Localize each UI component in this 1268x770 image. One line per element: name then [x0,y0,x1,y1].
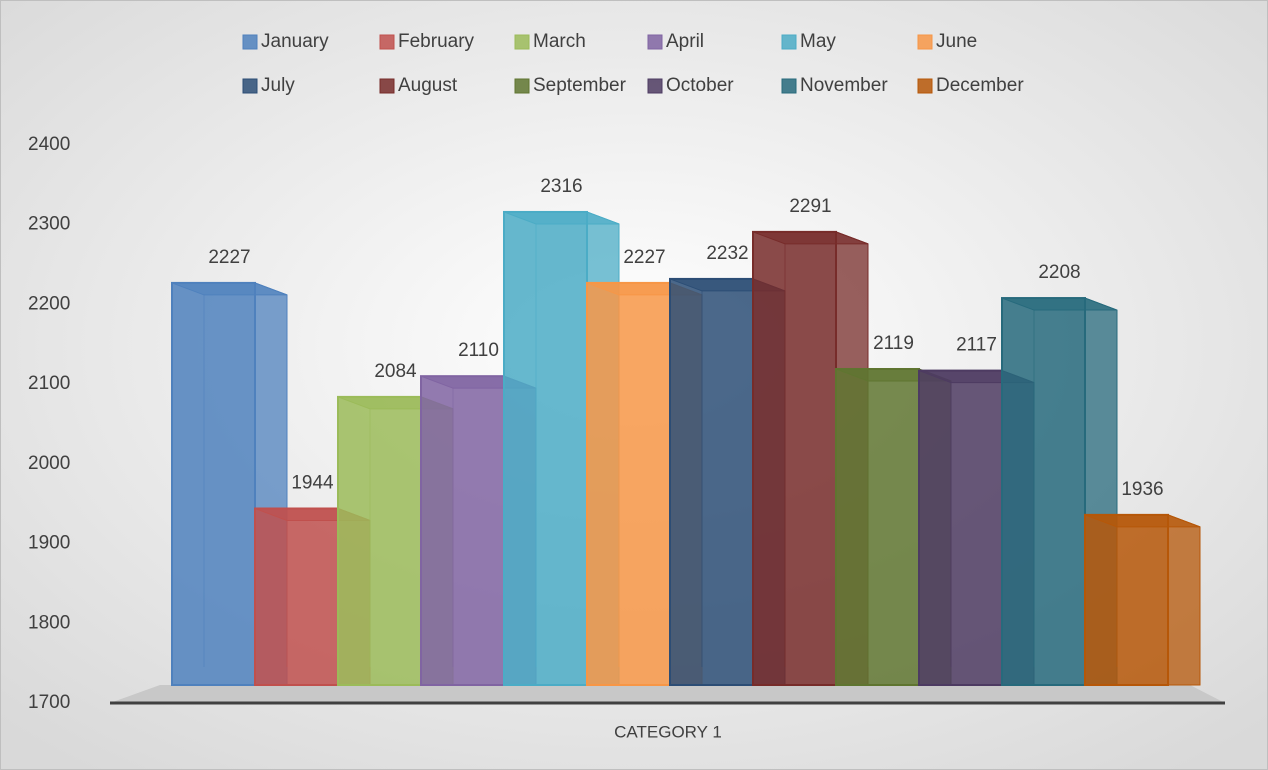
legend-swatch [917,78,933,94]
data-label: 2117 [956,335,997,356]
legend-label: March [533,31,586,52]
data-label: 2110 [458,340,499,361]
legend-label: July [261,75,295,96]
y-tick-label: 2200 [28,293,70,314]
legend-swatch [781,78,797,94]
bar [337,395,422,686]
legend-label: August [398,75,458,96]
legend-swatch [514,34,530,50]
legend-label: September [533,75,627,96]
legend-swatch [647,78,663,94]
bar [835,367,920,686]
legend-swatch [514,78,530,94]
data-label: 2232 [706,243,748,264]
y-tick-label: 1900 [28,533,70,554]
legend-label: December [936,75,1024,96]
y-tick-label: 2000 [28,453,70,474]
data-label: 2119 [873,333,914,354]
bar [669,277,754,686]
bar [171,281,256,686]
bar [420,375,505,686]
bar [503,210,588,687]
legend-swatch [379,34,395,50]
legend-swatch [379,78,395,94]
y-tick-label: 2400 [28,134,70,155]
legend-label: October [666,75,734,96]
data-label: 2208 [1038,262,1080,283]
data-label: 2291 [789,196,831,217]
y-tick-label: 2100 [28,373,70,394]
y-tick-label: 2300 [28,214,70,235]
y-tick-label: 1700 [28,692,70,713]
legend-swatch [917,34,933,50]
legend-label: November [800,75,888,96]
legend-swatch [781,34,797,50]
bar [752,230,837,686]
bar [254,507,339,686]
x-tick-label: CATEGORY 1 [614,722,722,741]
legend-label: April [666,31,704,52]
floor [110,685,1225,703]
y-tick-label: 1800 [28,612,70,633]
bar [1084,513,1169,686]
legend-swatch [242,34,258,50]
bar-side [1167,514,1201,686]
data-label: 1936 [1121,479,1163,500]
data-label: 2227 [208,247,250,268]
data-label: 2084 [374,361,417,382]
data-label: 1944 [291,473,334,494]
legend-label: May [800,31,836,52]
legend-label: January [261,31,329,52]
legend-label: June [936,31,977,52]
data-label: 2227 [623,247,665,268]
bar [918,369,1003,686]
bar [1001,297,1086,686]
legend-label: February [398,31,475,52]
bar [586,281,671,686]
legend-swatch [647,34,663,50]
data-label: 2316 [540,176,582,197]
legend-swatch [242,78,258,94]
